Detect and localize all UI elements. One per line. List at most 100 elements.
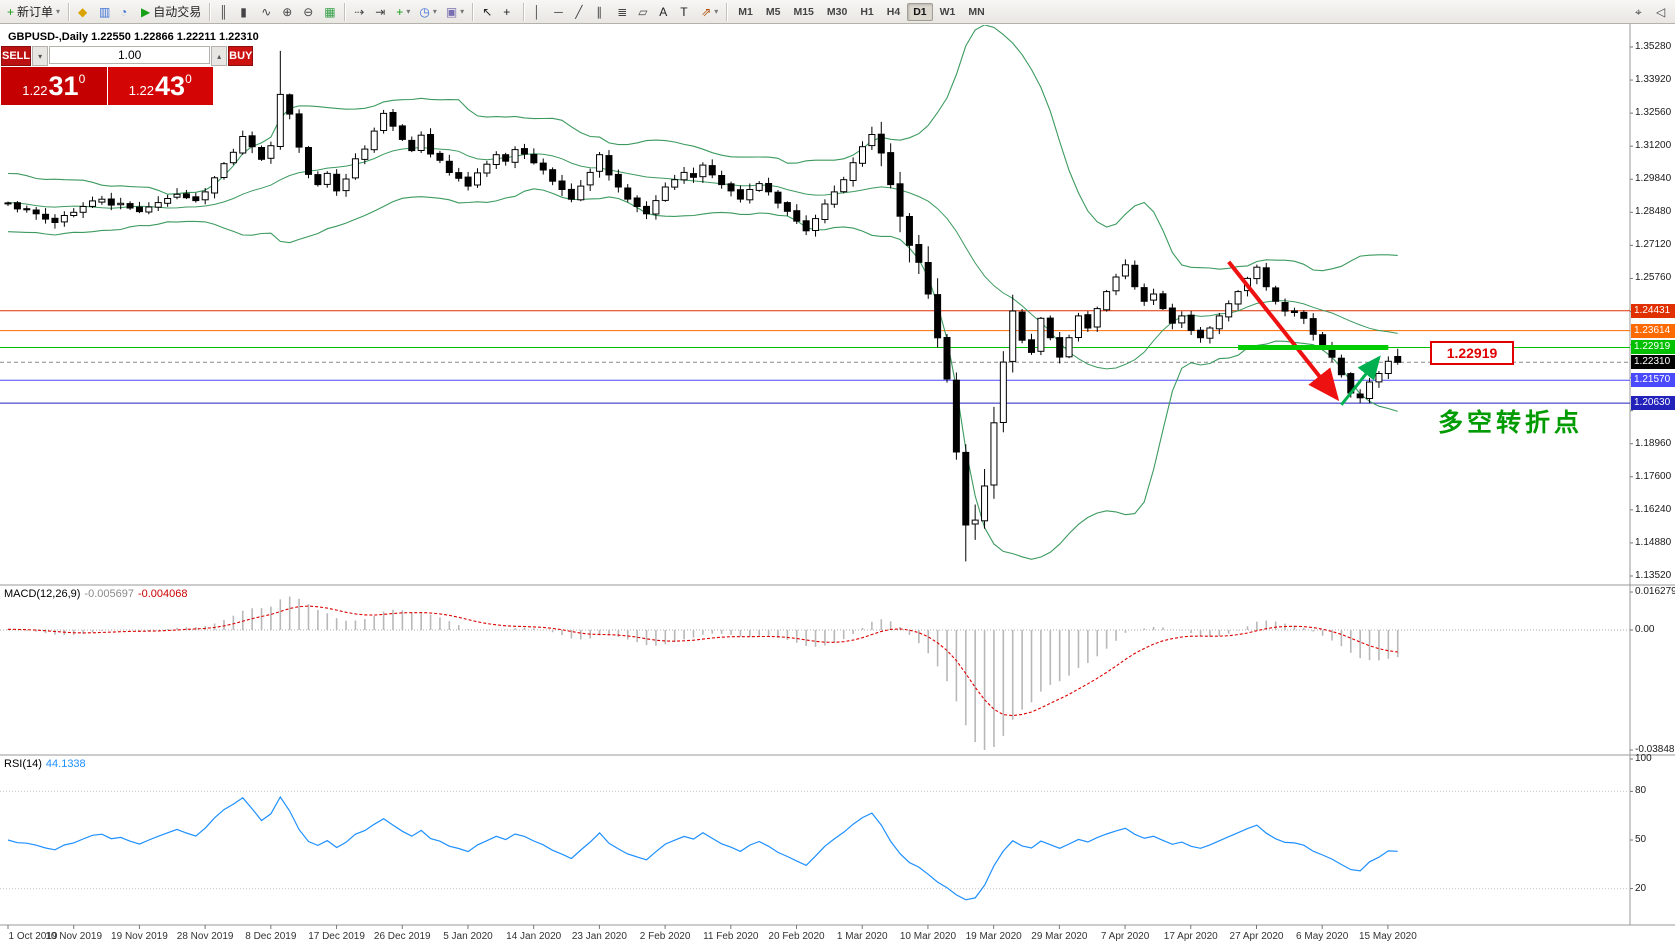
timeframe-m1[interactable]: M1 xyxy=(732,3,759,21)
line-chart-icon: ∿ xyxy=(261,4,272,19)
caret-down-icon: ▾ xyxy=(406,7,411,16)
volume-input[interactable] xyxy=(49,46,211,64)
chart-shift-button[interactable]: ⇥ xyxy=(371,2,391,22)
volume-stepper: ▾ ▴ xyxy=(32,46,228,66)
toolbar-separator xyxy=(523,2,526,21)
shapes-button[interactable]: ▱ xyxy=(634,2,654,22)
arrows-button[interactable]: ⇗ ▾ xyxy=(697,2,722,22)
new-order-icon: + xyxy=(7,4,15,19)
fibonacci-button[interactable]: ≣ xyxy=(613,2,633,22)
sell-price-prefix: 1.22 xyxy=(22,82,48,98)
profiles-button[interactable]: ◆ xyxy=(74,2,94,22)
buy-price-prefix: 1.22 xyxy=(128,82,155,98)
equidistant-channel-button[interactable]: ∥ xyxy=(592,2,612,22)
cursor-icon: ↖ xyxy=(482,4,493,19)
macd-name: MACD(12,26,9) xyxy=(4,588,81,600)
toolbar-separator xyxy=(344,2,347,21)
indicators-icon: + xyxy=(396,4,404,19)
volume-up-button[interactable]: ▴ xyxy=(211,46,228,66)
templates-button[interactable]: ▣ ▾ xyxy=(442,2,468,22)
caret-down-icon: ▾ xyxy=(714,7,719,16)
candlestick-chart-button[interactable]: ▮ xyxy=(236,2,256,22)
periods-icon: ◷ xyxy=(419,4,430,19)
shapes-icon: ▱ xyxy=(638,4,648,19)
market-watch-button[interactable]: ▥ xyxy=(95,2,115,22)
buy-price-point: 0 xyxy=(185,72,192,86)
sound-icon: ◁ xyxy=(1656,4,1666,19)
auto-scroll-button[interactable]: ⇢ xyxy=(350,2,370,22)
macd-value: -0.005697 xyxy=(84,588,134,600)
volume-down-button[interactable]: ▾ xyxy=(32,46,49,66)
chart-shift-icon: ⇥ xyxy=(375,4,386,19)
text-label-button[interactable]: T xyxy=(676,2,696,22)
horizontal-line-button[interactable]: ─ xyxy=(550,2,570,22)
data-window-button[interactable]: ◔ xyxy=(116,2,136,22)
zoom-in-button[interactable]: ⊕ xyxy=(278,2,298,22)
line-chart-button[interactable]: ∿ xyxy=(257,2,277,22)
indicators-button[interactable]: + ▾ xyxy=(392,2,414,22)
market-watch-icon: ▥ xyxy=(99,4,111,19)
sell-price-display[interactable]: 1.22 31 0 xyxy=(1,67,107,105)
text-button[interactable]: A xyxy=(655,2,675,22)
trendline-icon: ╱ xyxy=(575,4,583,19)
zoom-out-icon: ⊖ xyxy=(303,4,314,19)
toolbar-button-label: 新订单 xyxy=(17,5,54,19)
caret-down-icon: ▾ xyxy=(432,7,437,16)
vertical-line-icon: │ xyxy=(533,4,541,19)
timeframe-d1[interactable]: D1 xyxy=(907,2,933,21)
toolbar-separator xyxy=(726,2,729,21)
chart-ohlc-label: GBPUSD-,Daily 1.22550 1.22866 1.22211 1.… xyxy=(8,31,259,43)
text-label-icon: T xyxy=(680,4,688,19)
buy-price-pips: 43 xyxy=(155,70,186,101)
price-level-callout[interactable]: 1.22919 xyxy=(1430,341,1514,365)
sell-price-point: 0 xyxy=(78,72,86,86)
search-symbol-button[interactable]: ⌖ xyxy=(1631,2,1651,22)
caret-down-icon: ▾ xyxy=(56,7,61,16)
tile-windows-button[interactable]: ▦ xyxy=(320,2,340,22)
autotrading-icon: ▶ xyxy=(141,4,151,19)
tile-windows-icon: ▦ xyxy=(324,4,336,19)
toolbar-separator xyxy=(472,2,475,21)
search-symbol-icon: ⌖ xyxy=(1635,4,1642,19)
timeframe-h1[interactable]: H1 xyxy=(854,3,879,21)
timeframe-mn[interactable]: MN xyxy=(962,3,990,21)
trendline-button[interactable]: ╱ xyxy=(571,2,591,22)
rsi-indicator-label: RSI(14) 44.1338 xyxy=(4,758,86,770)
macd-indicator-label: MACD(12,26,9) -0.005697 -0.004068 xyxy=(4,588,188,600)
trade-panel-prices: 1.22 31 0 1.22 43 0 xyxy=(1,67,213,105)
annotation-text[interactable]: 多空转折点 xyxy=(1438,409,1584,437)
rsi-name: RSI(14) xyxy=(4,758,42,770)
vertical-line-button[interactable]: │ xyxy=(529,2,549,22)
timeframe-w1[interactable]: W1 xyxy=(934,3,962,21)
zoom-out-button[interactable]: ⊖ xyxy=(299,2,319,22)
bar-chart-button[interactable]: ║ xyxy=(215,2,235,22)
arrows-icon: ⇗ xyxy=(701,4,712,19)
timeframe-m15[interactable]: M15 xyxy=(787,3,819,21)
sell-price-pips: 31 xyxy=(48,70,79,101)
autotrading-button[interactable]: ▶ 自动交易 xyxy=(137,2,205,22)
templates-icon: ▣ xyxy=(445,4,458,19)
text-icon: A xyxy=(659,4,668,19)
equidistant-channel-icon: ∥ xyxy=(596,4,603,19)
bar-chart-icon: ║ xyxy=(219,4,228,19)
zoom-in-icon: ⊕ xyxy=(282,4,293,19)
toolbar-separator xyxy=(209,2,212,21)
timeframe-m5[interactable]: M5 xyxy=(760,3,787,21)
new-order-button[interactable]: + 新订单 ▾ xyxy=(3,2,64,22)
crosshair-button[interactable]: + xyxy=(499,2,519,22)
sound-button[interactable]: ◁ xyxy=(1652,2,1672,22)
buy-price-display[interactable]: 1.22 43 0 xyxy=(107,67,213,105)
toolbar-button-label: 自动交易 xyxy=(153,5,202,19)
buy-button[interactable]: BUY xyxy=(228,46,254,66)
timeframe-h4[interactable]: H4 xyxy=(881,3,906,21)
auto-scroll-icon: ⇢ xyxy=(354,4,365,19)
crosshair-icon: + xyxy=(503,4,511,19)
trade-panel-controls: SELL ▾ ▴ BUY xyxy=(1,46,254,66)
cursor-button[interactable]: ↖ xyxy=(478,2,498,22)
periods-button[interactable]: ◷ ▾ xyxy=(415,2,441,22)
sell-button[interactable]: SELL xyxy=(1,46,32,66)
timeframe-m30[interactable]: M30 xyxy=(821,3,853,21)
